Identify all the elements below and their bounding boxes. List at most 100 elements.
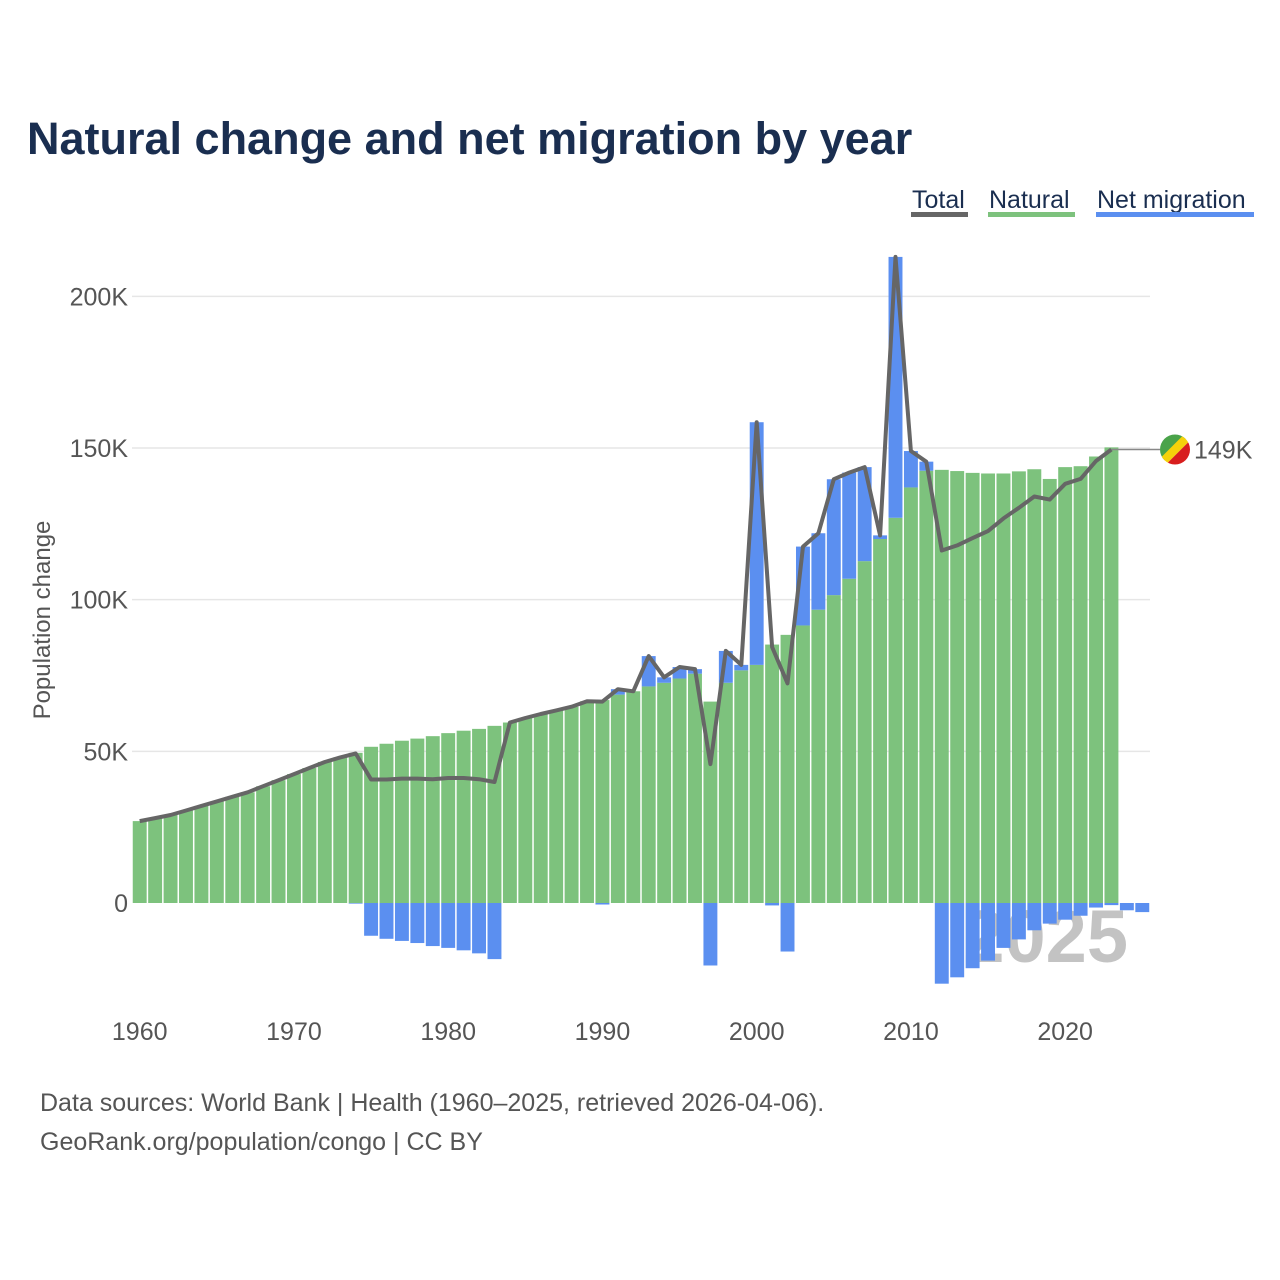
natural-bar — [441, 733, 456, 903]
latest-value-label: 149K — [1194, 437, 1253, 465]
y-tick-label: 100K — [70, 587, 129, 615]
natural-bar — [132, 821, 147, 903]
natural-bar — [919, 470, 934, 903]
natural-bar — [302, 768, 317, 903]
migration-bar — [1027, 903, 1042, 931]
natural-bar — [626, 691, 641, 903]
natural-bar — [780, 634, 795, 903]
migration-bar — [842, 472, 857, 579]
x-tick-label: 1960 — [112, 1018, 168, 1046]
migration-bar — [765, 903, 780, 906]
migration-bar — [1104, 903, 1119, 906]
natural-bar — [595, 700, 610, 903]
migration-bar — [425, 903, 440, 947]
natural-bar — [996, 473, 1011, 903]
migration-bar — [410, 903, 425, 944]
migration-bar — [950, 903, 965, 978]
natural-bar — [271, 780, 286, 903]
natural-bar — [1011, 471, 1026, 903]
migration-bar — [487, 903, 502, 960]
legend-item-natural[interactable]: Natural — [988, 186, 1075, 217]
natural-bar — [333, 757, 348, 903]
natural-bar — [317, 761, 332, 903]
migration-bar — [348, 903, 363, 904]
natural-bar — [163, 815, 178, 903]
natural-bar — [873, 539, 888, 903]
natural-bar — [364, 746, 379, 903]
migration-bar — [1135, 903, 1150, 913]
natural-bar — [749, 664, 764, 903]
chart-title: Natural change and net migration by year — [27, 113, 912, 164]
migration-bar — [811, 533, 826, 610]
natural-bar — [1042, 478, 1057, 903]
legend-swatch-net-migration — [1096, 212, 1254, 217]
natural-bar — [981, 473, 996, 903]
y-tick-label: 50K — [84, 738, 129, 766]
natural-bar — [410, 738, 425, 903]
bars — [132, 256, 1150, 984]
migration-bar — [441, 903, 456, 948]
legend-item-net-migration[interactable]: Net migration — [1096, 186, 1254, 217]
natural-bar — [965, 472, 980, 903]
migration-bar — [749, 422, 764, 665]
migration-bar — [734, 664, 749, 671]
natural-bar — [718, 682, 733, 903]
migration-bar — [934, 903, 949, 984]
natural-bar — [179, 810, 193, 903]
migration-bar — [780, 903, 795, 952]
natural-bar — [502, 722, 517, 903]
natural-bar — [256, 786, 271, 903]
natural-bar — [857, 561, 872, 903]
migration-bar — [379, 903, 394, 939]
x-tick-label: 2000 — [729, 1018, 785, 1046]
y-tick-label: 200K — [70, 283, 129, 311]
legend: Total Natural Net migration — [911, 186, 1254, 217]
gridlines — [132, 295, 1150, 753]
natural-bar — [456, 730, 471, 903]
natural-bar — [842, 578, 857, 903]
legend-item-total[interactable]: Total — [911, 186, 968, 217]
natural-bar — [811, 609, 826, 903]
migration-bar — [1042, 903, 1057, 924]
natural-bar — [1073, 466, 1088, 903]
x-tick-label: 1980 — [420, 1018, 476, 1046]
y-tick-label: 0 — [114, 890, 128, 918]
legend-swatch-total — [911, 212, 968, 217]
x-tick-label: 1970 — [266, 1018, 322, 1046]
migration-bar — [1073, 903, 1088, 916]
natural-bar — [641, 686, 656, 903]
natural-bar — [950, 471, 965, 903]
congo-flag-icon — [1160, 434, 1190, 465]
natural-bar — [734, 670, 749, 903]
migration-bar — [394, 903, 409, 941]
source-line-2: GeoRank.org/population/congo | CC BY — [40, 1128, 483, 1156]
migration-bar — [1011, 903, 1026, 940]
natural-bar — [934, 469, 949, 903]
natural-bar — [533, 714, 548, 903]
natural-bar — [240, 792, 255, 903]
migration-bar — [996, 903, 1011, 948]
total-line — [139, 254, 1113, 824]
natural-bar — [394, 740, 409, 903]
natural-bar — [518, 717, 533, 903]
natural-bar — [194, 805, 209, 903]
natural-bar — [225, 796, 240, 903]
legend-label-total: Total — [912, 186, 965, 214]
natural-bar — [209, 801, 224, 903]
migration-bar — [1058, 903, 1073, 920]
natural-bar — [1027, 469, 1042, 903]
legend-label-net-migration: Net migration — [1097, 186, 1246, 214]
migration-bar — [657, 677, 672, 683]
migration-bar — [703, 903, 718, 966]
migration-bar — [965, 903, 980, 969]
natural-bar — [487, 725, 502, 903]
migration-bar — [672, 667, 687, 679]
natural-bar — [472, 728, 487, 903]
migration-bar — [472, 903, 487, 954]
x-axis: 1960 1970 1980 1990 2000 2010 2020 — [112, 1018, 1093, 1046]
migration-bar — [610, 689, 625, 695]
natural-bar — [1089, 456, 1103, 903]
source-line-1: Data sources: World Bank | Health (1960–… — [40, 1089, 824, 1117]
y-axis: 0 50K 100K 150K 200K — [70, 283, 129, 918]
